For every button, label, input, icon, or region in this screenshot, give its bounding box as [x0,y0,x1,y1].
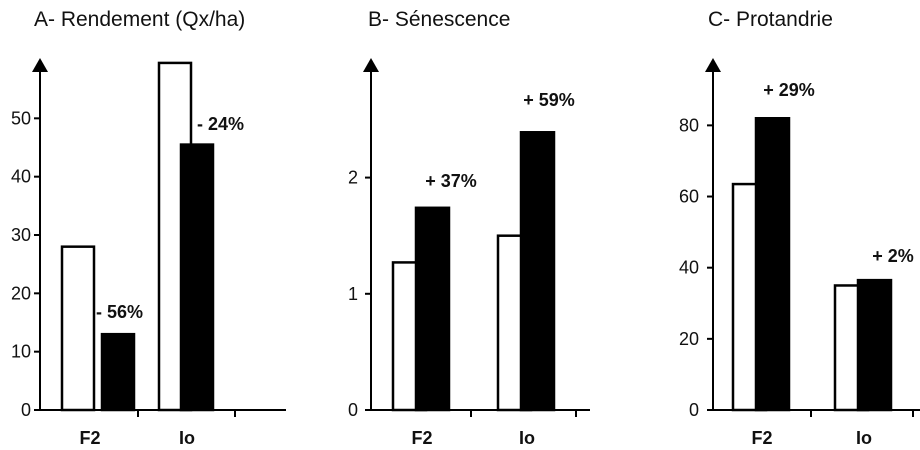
y-tick-label: 40 [11,167,31,187]
chart-title: A- Rendement (Qx/ha) [34,8,245,31]
y-axis-arrow [363,58,379,72]
y-tick-label: 20 [11,283,31,303]
chart-title: C- Protandrie [708,8,833,31]
percent-change-label: + 2% [872,246,914,266]
percent-change-label: - 24% [197,114,244,134]
x-category-label: F2 [411,428,432,448]
percent-change-label: + 59% [523,90,575,110]
chart-panel-3: C- Protandrie 0 20 40 60 80 F2 + 29% Io + 2% [679,8,920,448]
y-tick-label: 1 [348,284,358,304]
y-tick-label: 0 [689,400,699,420]
y-tick-label: 80 [679,115,699,135]
y-tick-label: 2 [348,168,358,188]
x-category-label: Io [856,428,872,448]
bar-treated-io [856,278,893,412]
percent-change-label: + 29% [763,80,815,100]
y-tick-label: 50 [11,108,31,128]
x-category-label: Io [179,428,195,448]
bar-control-f2 [60,245,96,412]
y-tick-label: 40 [679,258,699,278]
bar-treated-f2 [100,332,136,412]
bar-treated-f2 [414,206,451,412]
bar-treated-f2 [754,117,791,412]
y-tick-label: 10 [11,342,31,362]
chart-panel-2: B- Sénescence 0 1 2 F2 + 37% Io + 59% [348,8,590,448]
y-axis-arrow [32,58,48,72]
y-tick-label: 60 [679,187,699,207]
x-category-label: Io [519,428,535,448]
y-tick-label: 0 [348,400,358,420]
chart-panel-1: A- Rendement (Qx/ha) 0 10 20 30 40 50 F2 - 56% Io… [11,8,286,448]
x-category-label: F2 [751,428,772,448]
y-tick-label: 0 [21,400,31,420]
y-tick-label: 20 [679,329,699,349]
percent-change-label: + 37% [425,171,477,191]
y-axis-arrow [705,58,721,72]
y-tick-label: 30 [11,225,31,245]
bar-treated-io [519,131,556,412]
chart-title: B- Sénescence [368,8,510,31]
bar-treated-io [179,143,215,412]
x-category-label: F2 [79,428,100,448]
percent-change-label: - 56% [96,302,143,322]
